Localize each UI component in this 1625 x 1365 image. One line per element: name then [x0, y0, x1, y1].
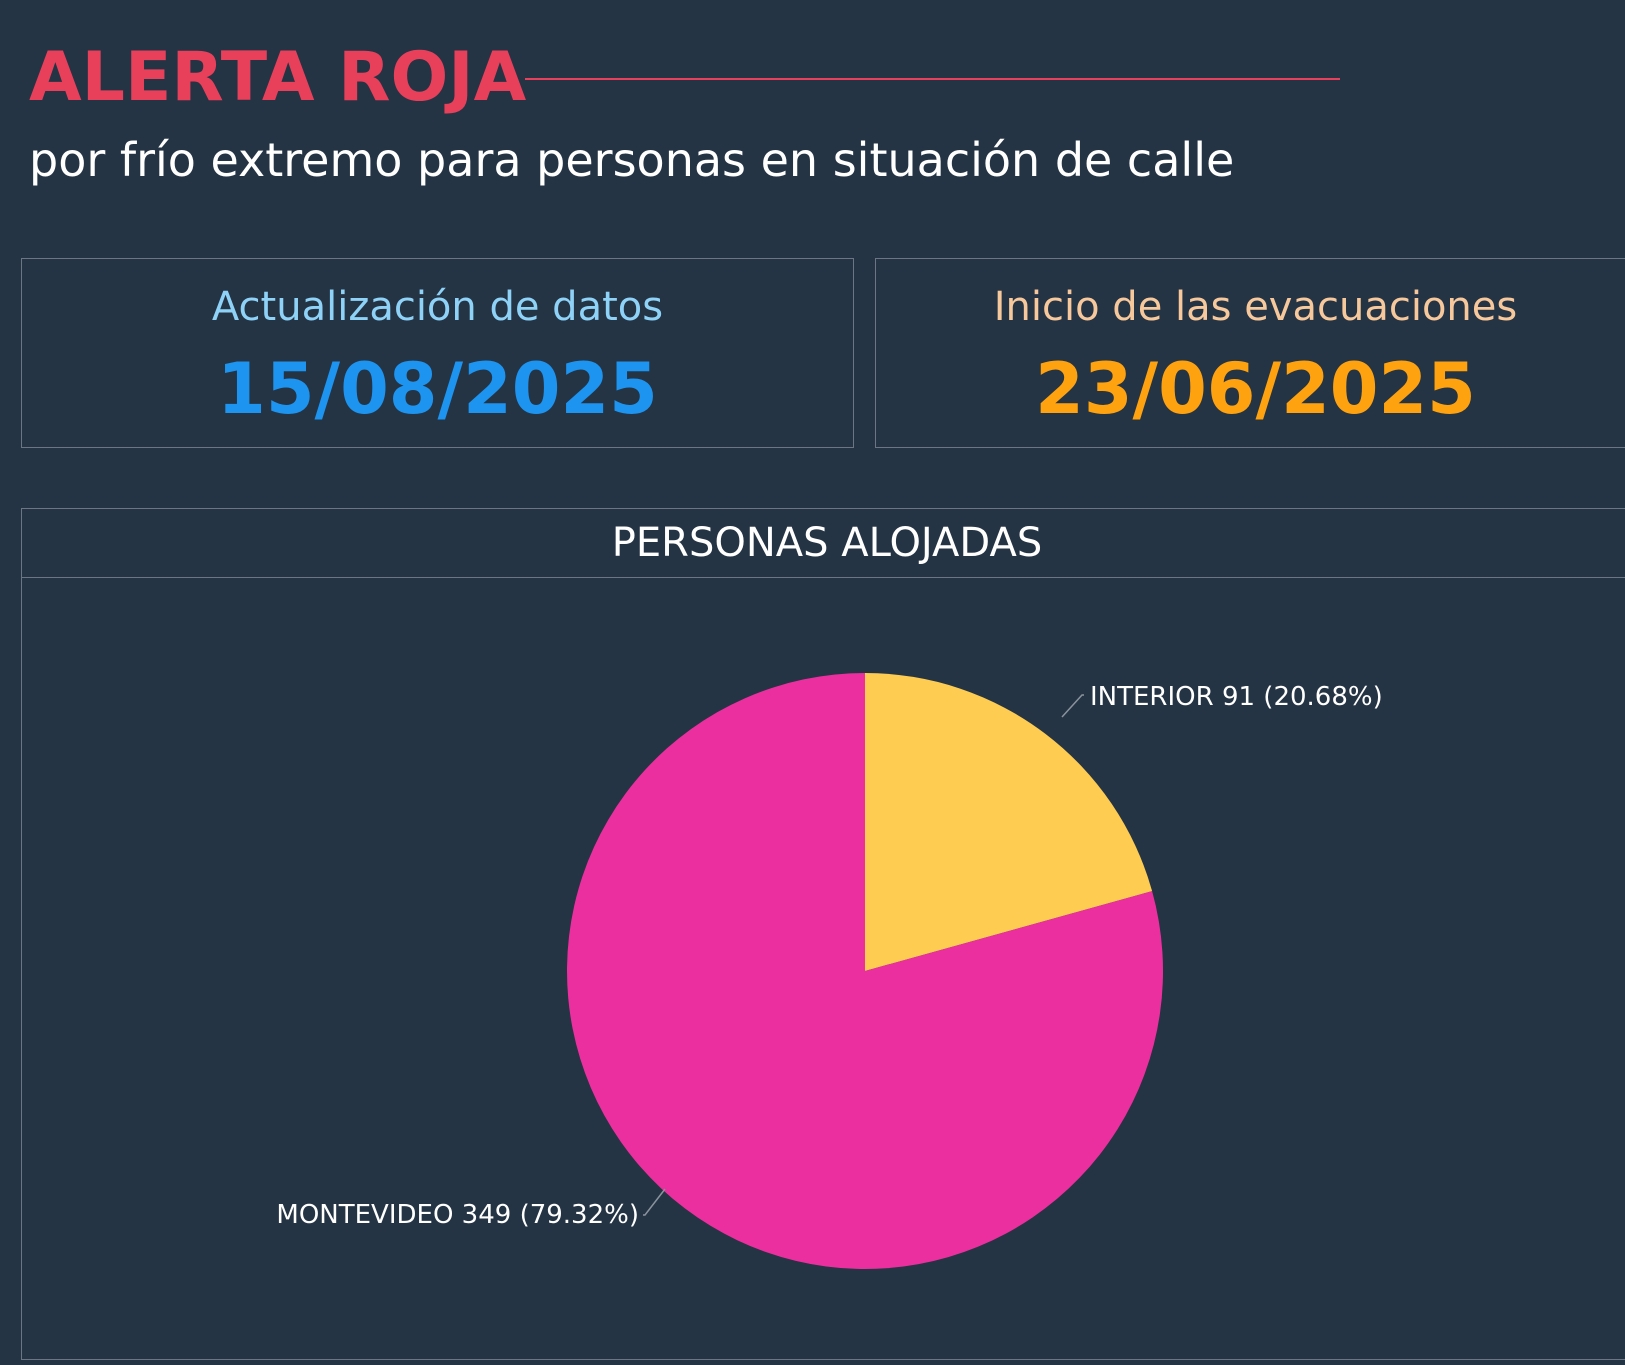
evacuation-start-card: Inicio de las evacuaciones 23/06/2025: [875, 258, 1625, 448]
page-subtitle: por frío extremo para personas en situac…: [29, 133, 1235, 187]
pie-chart: INTERIOR 91 (20.68%) MONTEVIDEO 349 (79.3…: [276, 673, 1383, 1269]
data-label-montevideo: MONTEVIDEO 349 (79.32%): [276, 1200, 639, 1230]
chart-title: PERSONAS ALOJADAS: [611, 520, 1043, 566]
update-date-value: 15/08/2025: [217, 348, 658, 430]
data-label-interior: INTERIOR 91 (20.68%): [1090, 682, 1383, 712]
pie-slice-montevideo[interactable]: [567, 673, 1163, 1269]
evacuation-start-value: 23/06/2025: [1035, 348, 1476, 430]
chart-header: PERSONAS ALOJADAS: [22, 509, 1625, 578]
leader-line-montevideo: [643, 1188, 666, 1216]
title-divider: [525, 78, 1340, 80]
update-date-label: Actualización de datos: [211, 284, 664, 330]
page-title: ALERTA ROJA: [29, 38, 527, 117]
update-date-card: Actualización de datos 15/08/2025: [21, 258, 854, 448]
sheltered-people-chart-panel: PERSONAS ALOJADAS INTERIOR 91 (20.68%) MO…: [21, 508, 1625, 1360]
pie-slice-interior[interactable]: [865, 673, 1153, 971]
evacuation-start-label: Inicio de las evacuaciones: [993, 284, 1518, 330]
leader-line-interior: [1061, 694, 1084, 718]
